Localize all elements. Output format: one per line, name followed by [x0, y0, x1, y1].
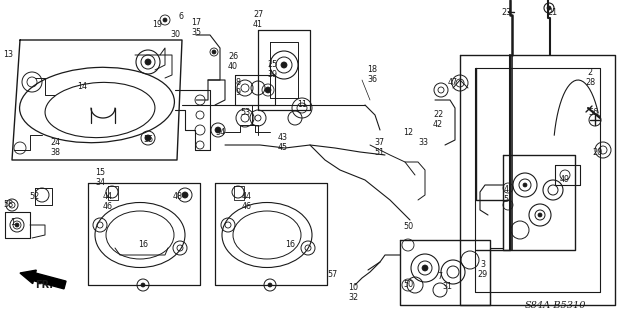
Text: 53: 53: [240, 108, 250, 117]
Text: 15: 15: [95, 168, 105, 177]
Circle shape: [523, 183, 527, 187]
Circle shape: [422, 265, 428, 271]
Text: 57: 57: [327, 270, 337, 279]
Text: 56: 56: [588, 108, 598, 117]
Circle shape: [281, 62, 287, 68]
Text: 12: 12: [403, 128, 413, 137]
Text: 36: 36: [367, 75, 377, 84]
FancyArrow shape: [20, 270, 66, 289]
Text: 2: 2: [587, 68, 592, 77]
Text: 17: 17: [191, 18, 201, 27]
Text: 24: 24: [50, 138, 60, 147]
Text: 31: 31: [442, 282, 452, 291]
Circle shape: [182, 192, 188, 198]
Text: 28: 28: [585, 78, 595, 87]
Text: 46: 46: [242, 202, 252, 211]
Text: 8: 8: [236, 78, 241, 87]
Text: 37: 37: [374, 138, 384, 147]
Text: 35: 35: [191, 28, 201, 37]
Text: FR.: FR.: [35, 280, 53, 290]
Text: 48: 48: [173, 192, 183, 201]
Circle shape: [145, 59, 151, 65]
Text: 20: 20: [592, 148, 602, 157]
Text: 5: 5: [503, 195, 508, 204]
Text: 38: 38: [50, 148, 60, 157]
Text: 54: 54: [215, 128, 225, 137]
Text: 7: 7: [438, 272, 443, 281]
Text: 16: 16: [285, 240, 295, 249]
Circle shape: [215, 127, 221, 133]
Text: 39: 39: [267, 70, 277, 79]
Text: 30: 30: [170, 30, 180, 39]
Text: 4: 4: [503, 185, 508, 194]
Text: 42: 42: [433, 120, 443, 129]
Text: 45: 45: [278, 143, 288, 152]
Text: 11: 11: [297, 100, 307, 109]
Text: 50: 50: [403, 280, 413, 289]
Text: 27: 27: [253, 10, 263, 19]
Circle shape: [268, 283, 272, 287]
Text: 32: 32: [348, 293, 358, 302]
Text: 26: 26: [228, 52, 238, 61]
Text: 46: 46: [103, 202, 113, 211]
Text: 51: 51: [374, 148, 384, 157]
Text: 58: 58: [3, 200, 13, 209]
Text: 34: 34: [95, 178, 105, 187]
Text: 40: 40: [228, 62, 238, 71]
Circle shape: [212, 50, 216, 54]
Text: 52: 52: [30, 192, 40, 201]
Text: 29: 29: [478, 270, 488, 279]
Text: 33: 33: [418, 138, 428, 147]
Text: 50: 50: [403, 222, 413, 231]
Text: 14: 14: [77, 82, 87, 91]
Text: 6: 6: [178, 12, 183, 21]
Text: 18: 18: [367, 65, 377, 74]
Text: 44: 44: [103, 192, 113, 201]
Text: 1: 1: [10, 218, 15, 227]
Circle shape: [163, 18, 167, 22]
Text: 41: 41: [253, 20, 263, 29]
Text: 9: 9: [236, 88, 241, 97]
Text: 13: 13: [3, 50, 13, 59]
Circle shape: [141, 283, 145, 287]
Text: 23: 23: [501, 8, 511, 17]
Circle shape: [538, 213, 542, 217]
Text: 55: 55: [143, 135, 153, 144]
Text: 44: 44: [242, 192, 252, 201]
Text: 49: 49: [560, 175, 570, 184]
Text: 19: 19: [152, 20, 162, 29]
Circle shape: [547, 6, 551, 10]
Text: 10: 10: [348, 283, 358, 292]
Text: 43: 43: [278, 133, 288, 142]
Circle shape: [265, 87, 271, 93]
Circle shape: [145, 135, 151, 141]
Text: 47: 47: [448, 78, 458, 87]
Text: S84A-B5310: S84A-B5310: [524, 301, 586, 310]
Text: 3: 3: [480, 260, 485, 269]
Circle shape: [15, 223, 19, 227]
Text: 16: 16: [138, 240, 148, 249]
Text: 21: 21: [547, 8, 557, 17]
Text: 22: 22: [433, 110, 443, 119]
Text: 25: 25: [267, 60, 277, 69]
